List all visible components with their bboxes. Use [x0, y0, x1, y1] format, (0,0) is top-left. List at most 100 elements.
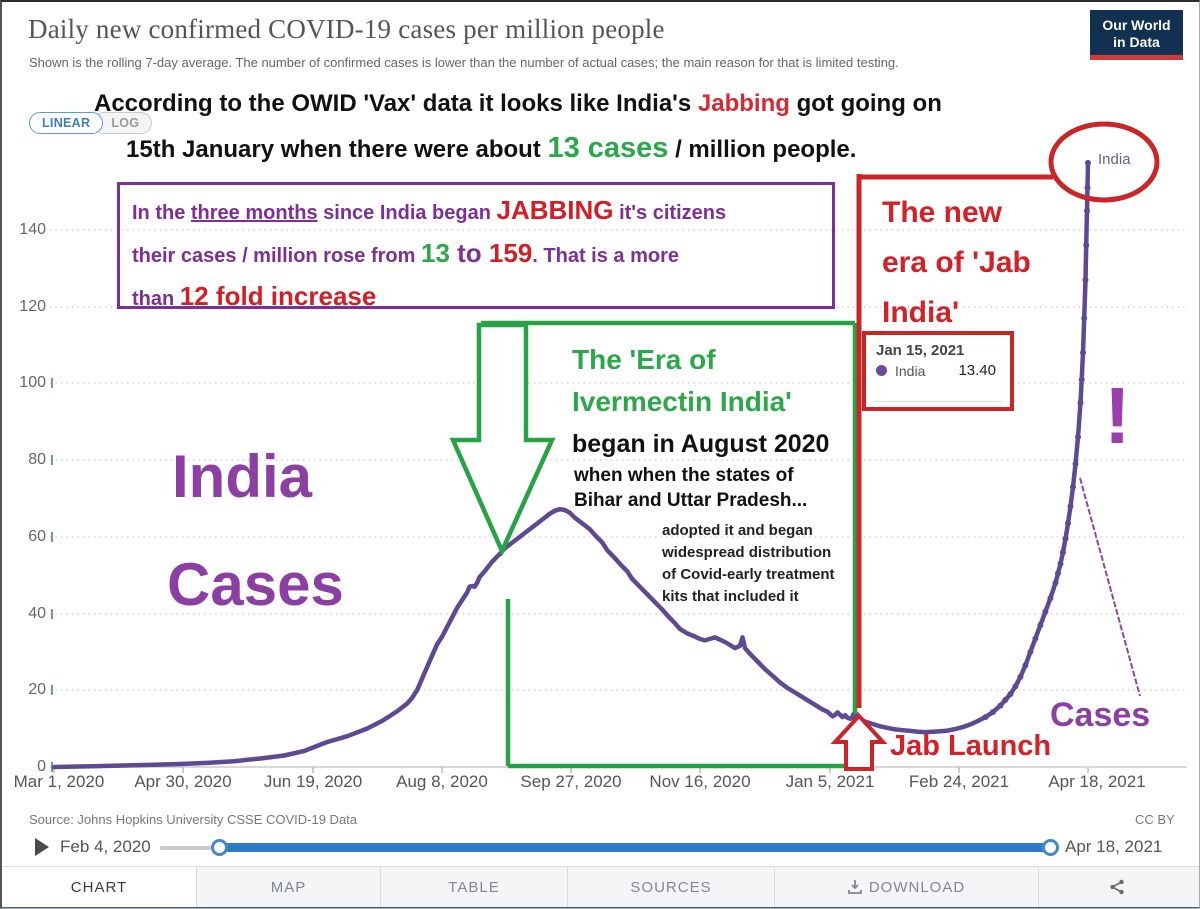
bottom-tab-bar: CHART MAP TABLE SOURCES DOWNLOAD	[2, 866, 1199, 907]
series-dot-icon	[876, 365, 887, 376]
purple-box-line2: their cases / million rose from 13 to 15…	[132, 233, 820, 276]
source-line[interactable]: Source: Johns Hopkins University CSSE CO…	[29, 812, 358, 827]
cases-pointer-line	[1079, 477, 1141, 697]
linear-button[interactable]: LINEAR	[29, 112, 104, 134]
x-axis-label: Apr 30, 2020	[134, 772, 232, 791]
x-axis-label: Jan 5, 2021	[785, 772, 875, 791]
chart-tooltip: Jan 15, 2021 India 13.40	[862, 331, 1014, 411]
tooltip-divider	[874, 401, 1002, 402]
tab-sources-label: SOURCES	[630, 878, 712, 896]
ivermectin-small-line: of Covid-early treatment	[662, 566, 835, 583]
headline-text: / million people.	[668, 136, 857, 163]
jabbing-red-text: JABBING	[496, 195, 614, 225]
page-title: Daily new confirmed COVID-19 cases per m…	[28, 14, 665, 44]
value-159-red: 159	[488, 238, 533, 268]
y-axis-label: 120	[19, 298, 46, 315]
owid-logo-line2: in Data	[1113, 34, 1160, 50]
tab-map-label: MAP	[270, 878, 307, 896]
tooltip-date: Jan 15, 2021	[876, 342, 965, 359]
owid-logo-red-bar	[1090, 55, 1183, 60]
timeline-track[interactable]	[224, 843, 1046, 852]
ivermectin-era-black-line2: when when the states of	[574, 465, 794, 486]
bottom-accent-bar	[2, 907, 1199, 908]
scale-toggle: LINEAR LOG	[29, 112, 153, 134]
tab-table-label: TABLE	[448, 878, 500, 896]
tab-download[interactable]: DOWNLOAD	[775, 867, 1039, 907]
india-big-label: India	[172, 443, 313, 510]
purple-text: to	[449, 238, 489, 268]
headline-text: got going on	[789, 90, 942, 117]
purple-box-annotation: In the three months since India began JA…	[117, 182, 835, 311]
share-icon	[1110, 879, 1124, 895]
purple-text: than	[132, 288, 180, 310]
ivermectin-era-green-line2: Ivermectin India'	[572, 386, 792, 417]
timeline-handle-end[interactable]	[1042, 839, 1059, 856]
tab-table[interactable]: TABLE	[381, 867, 568, 907]
timeline-end-label: Apr 18, 2021	[1065, 837, 1163, 856]
ivermectin-small-line: widespread distribution	[662, 544, 832, 561]
tooltip-row: India 13.40	[876, 362, 1000, 379]
share-button[interactable]	[1039, 867, 1199, 907]
x-axis-label: Aug 8, 2020	[396, 772, 488, 791]
series-end-label: India	[1098, 151, 1131, 168]
y-axis-label: 80	[28, 451, 46, 468]
cases-big-label: Cases	[167, 551, 344, 618]
purple-text: it's citizens	[613, 202, 727, 224]
purple-text-underlined: three months	[190, 202, 318, 224]
chart-subtitle: Shown is the rolling 7-day average. The …	[29, 55, 899, 70]
owid-logo-line1: Our World	[1102, 17, 1171, 33]
x-axis-label: Feb 24, 2021	[908, 772, 1010, 791]
headline-text: 15th January when there were about	[126, 136, 548, 163]
ivermectin-small-line: adopted it and began	[662, 522, 813, 539]
purple-text: . That is a more	[532, 245, 680, 267]
ivermectin-era-black-line3: Bihar and Uttar Pradesh...	[574, 490, 808, 511]
tab-map[interactable]: MAP	[197, 867, 381, 907]
ivermectin-era-small-text: adopted it and began widespread distribu…	[662, 520, 835, 608]
twelve-fold-red-text: 12 fold increase	[179, 281, 377, 311]
owid-logo[interactable]: Our World in Data	[1090, 10, 1183, 60]
download-icon	[847, 880, 862, 894]
play-icon[interactable]	[35, 838, 49, 856]
x-axis-label: Nov 16, 2020	[649, 772, 751, 791]
tooltip-value: 13.40	[958, 362, 996, 379]
y-axis-label: 60	[28, 528, 46, 545]
purple-text: their cases / million rose from	[132, 245, 421, 267]
y-axis-label: 40	[28, 605, 46, 622]
red-circle-annotation	[1048, 121, 1160, 203]
jab-launch-label: Jab Launch	[890, 730, 1052, 762]
purple-text: In the	[132, 202, 191, 224]
x-axis-label: Sep 27, 2020	[520, 772, 622, 791]
headline-line2: 15th January when there were about 13 ca…	[126, 132, 856, 165]
tab-chart[interactable]: CHART	[2, 867, 197, 907]
x-axis-label: Jun 19, 2020	[263, 772, 363, 791]
value-13-green: 13	[420, 238, 450, 268]
timeline-start-label: Feb 4, 2020	[60, 837, 151, 856]
ivermectin-era-green-line1: The 'Era of	[572, 344, 716, 375]
y-axis-label: 100	[19, 374, 46, 391]
tab-chart-label: CHART	[70, 878, 128, 896]
y-axis-label: 140	[19, 221, 46, 238]
tab-sources[interactable]: SOURCES	[568, 867, 775, 907]
x-axis-label: Apr 18, 2021	[1048, 772, 1146, 791]
purple-box-line3: than 12 fold increase	[132, 276, 820, 319]
x-axis-label: Mar 1, 2020	[13, 772, 105, 791]
y-axis-label: 20	[28, 681, 46, 698]
purple-text: since India began	[317, 202, 497, 224]
timeline-handle-start[interactable]	[211, 839, 228, 856]
headline-text: According to the OWID 'Vax' data it look…	[94, 90, 698, 117]
tab-download-label: DOWNLOAD	[868, 878, 966, 896]
new-era-line2: era of 'Jab	[882, 246, 1031, 279]
green-down-arrow-icon	[449, 322, 556, 557]
y-axis-label: 0	[37, 758, 46, 775]
cases-bottom-right-label: Cases	[1050, 696, 1151, 734]
log-button[interactable]: LOG	[93, 112, 153, 134]
purple-box-line1: In the three months since India began JA…	[132, 190, 820, 233]
red-jab-line-annotation	[856, 174, 1053, 708]
tooltip-series-name: India	[895, 362, 926, 379]
ivermectin-era-black-line1: began in August 2020	[572, 430, 830, 458]
new-era-annotation: The new era of 'Jab India'	[882, 188, 1031, 338]
headline-13-cases: 13 cases	[547, 132, 669, 164]
license-label[interactable]: CC BY	[1135, 812, 1175, 827]
ivermectin-small-line: kits that included it	[662, 588, 799, 605]
